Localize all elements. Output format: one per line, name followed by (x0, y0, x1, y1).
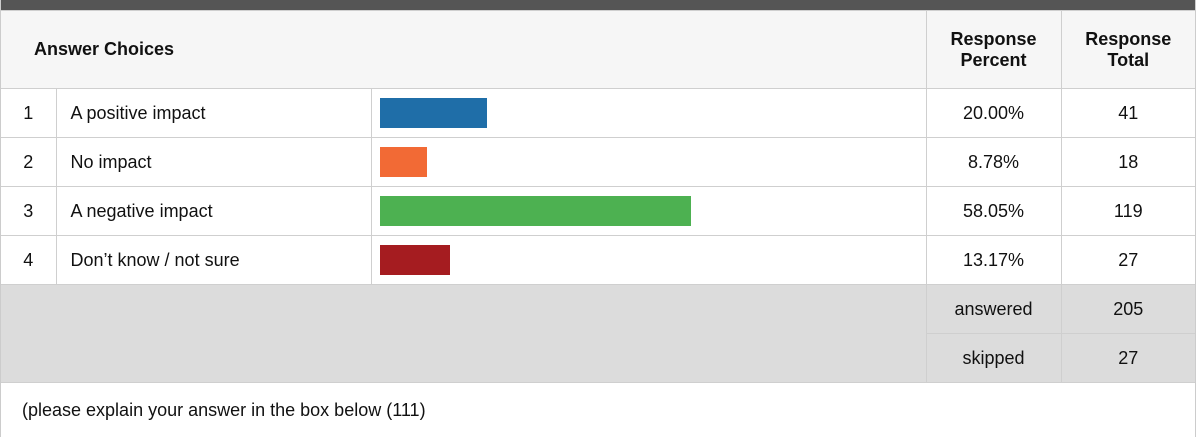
response-percent: 8.78% (925, 137, 1062, 187)
footer-note: (please explain your answer in the box b… (22, 400, 426, 420)
answer-row: 2 No impact 8.78% 18 (1, 137, 1196, 187)
choice-label: A positive impact (55, 88, 372, 138)
row-number: 3 (1, 186, 57, 236)
header-cell: Response Total (1060, 10, 1196, 89)
summary-value: 27 (1060, 333, 1196, 383)
row-number: 4 (1, 235, 57, 285)
choice-label: Don’t know / not sure (55, 235, 372, 285)
choice-label: No impact (55, 137, 372, 187)
header-row: Answer Choices Response Percent Response… (1, 10, 1196, 89)
response-percent: 58.05% (925, 186, 1062, 236)
bar-cell (370, 88, 927, 138)
bar-cell (370, 137, 927, 187)
header-cell: Answer Choices (1, 10, 927, 89)
bar-cell (370, 235, 927, 285)
top-bar (1, 0, 1195, 10)
response-total: 41 (1060, 88, 1196, 138)
response-percent: 13.17% (925, 235, 1062, 285)
row-number: 1 (1, 88, 57, 138)
response-total: 27 (1060, 235, 1196, 285)
bar-cell (370, 186, 927, 236)
summary-label: answered (925, 284, 1062, 334)
bar (379, 196, 691, 226)
response-percent: 20.00% (925, 88, 1062, 138)
bar (379, 98, 487, 128)
summary-value: 205 (1060, 284, 1196, 334)
results-table: Answer Choices Response Percent Response… (1, 10, 1196, 383)
response-total: 119 (1060, 186, 1196, 236)
choice-label: A negative impact (55, 186, 372, 236)
summary-row: skipped 27 (1, 333, 1196, 383)
bar (379, 245, 451, 275)
summary-label: skipped (925, 333, 1062, 383)
bar (379, 147, 427, 177)
row-number: 2 (1, 137, 57, 187)
summary-row: answered 205 (1, 284, 1196, 383)
header-cell: Response Percent (925, 10, 1062, 89)
response-total: 18 (1060, 137, 1196, 187)
answer-row: 4 Don’t know / not sure 13.17% 27 (1, 235, 1196, 285)
summary-blank (1, 284, 927, 383)
